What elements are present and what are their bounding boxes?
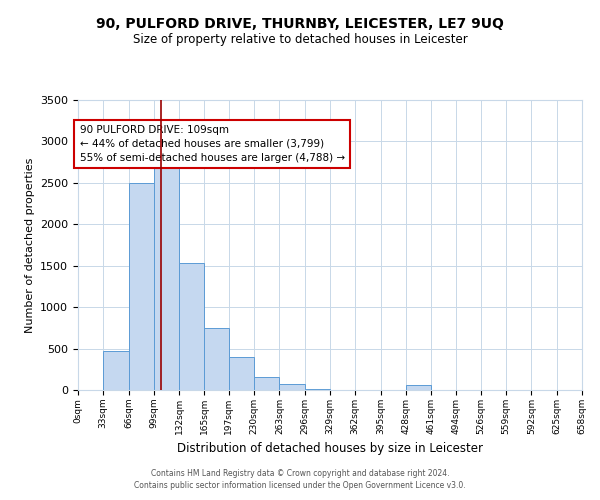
Bar xyxy=(154,156,179,390)
Bar xyxy=(305,389,330,390)
Bar xyxy=(103,351,128,390)
Bar xyxy=(128,183,154,390)
Bar xyxy=(179,263,205,390)
Bar xyxy=(280,384,305,390)
Text: 90, PULFORD DRIVE, THURNBY, LEICESTER, LE7 9UQ: 90, PULFORD DRIVE, THURNBY, LEICESTER, L… xyxy=(96,18,504,32)
X-axis label: Distribution of detached houses by size in Leicester: Distribution of detached houses by size … xyxy=(177,442,483,456)
Bar xyxy=(205,328,229,390)
Y-axis label: Number of detached properties: Number of detached properties xyxy=(25,158,35,332)
Text: Contains HM Land Registry data © Crown copyright and database right 2024.
Contai: Contains HM Land Registry data © Crown c… xyxy=(134,469,466,490)
Bar xyxy=(254,377,280,390)
Bar xyxy=(229,357,254,390)
Bar xyxy=(406,385,431,390)
Text: 90 PULFORD DRIVE: 109sqm
← 44% of detached houses are smaller (3,799)
55% of sem: 90 PULFORD DRIVE: 109sqm ← 44% of detach… xyxy=(80,125,344,163)
Text: Size of property relative to detached houses in Leicester: Size of property relative to detached ho… xyxy=(133,32,467,46)
